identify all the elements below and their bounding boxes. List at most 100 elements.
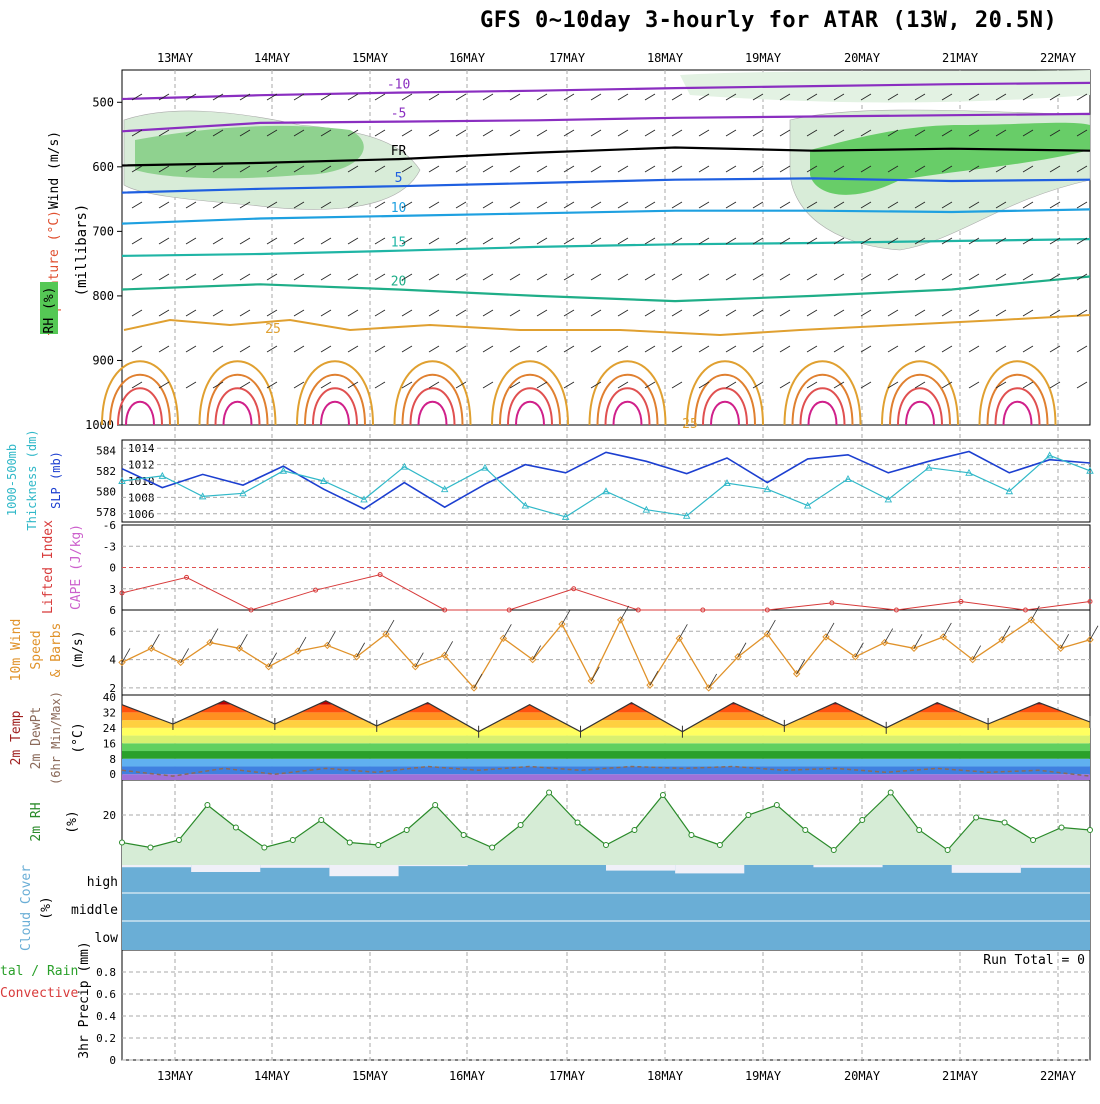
wind-barb [644,93,656,101]
rh-region [680,70,1090,103]
wind-barb [266,201,278,209]
rh-marker [204,802,211,808]
rh-marker [489,844,496,851]
wind-speed-marker [411,662,420,671]
wind-barb [374,237,386,245]
wind-speed-marker [352,653,361,661]
wind-barb [320,165,332,173]
wind-barb [401,201,413,209]
wind-barb [293,129,305,137]
wind-barb [590,237,602,245]
wind-barb [482,165,494,173]
wind-speed-marker [822,633,830,641]
cloud-label-low: low [95,931,119,946]
thickness-marker [763,485,772,493]
li-tick-label: 0 [109,562,116,575]
wind-barb [131,381,143,389]
wind-barb [941,201,953,209]
wind-speed-marker [147,644,156,652]
warm-contour [296,360,374,426]
wind-barb [347,237,359,245]
wind-barb [644,201,656,209]
wind-barb [779,93,791,101]
date-label-top: 17MAY [549,51,586,65]
wind-barb [887,345,899,353]
label-cloud-cover: Cloud Cover [19,865,34,951]
run-total-label: Run Total = 0 [983,953,1085,968]
wind-speed-marker [704,684,713,692]
wind-barb [428,129,440,137]
wind-barb [941,345,953,353]
wind-barb-10m [1060,634,1070,649]
temp-tick-label: 0 [109,768,116,781]
wind-speed-marker [264,662,273,671]
wind-barb [320,93,332,101]
thickness-marker [1045,451,1054,459]
thickness-marker [723,479,731,486]
wind-barb [914,345,926,353]
wind-barb [347,273,359,281]
wind-barb-10m [942,622,952,638]
wind-barb [185,93,197,101]
wind-barb [968,201,980,209]
li-tick-label: -3 [103,540,116,553]
label-millibars: (millibars) [74,204,90,297]
wind-barb [671,165,683,173]
wind-barb [644,381,656,389]
date-label-bottom: 20MAY [844,1069,881,1083]
temp-contour-FR [121,146,1091,167]
wind-barb [185,165,197,173]
thickness-marker [602,487,610,495]
wind-barb [347,201,359,209]
warm-contour [881,360,959,426]
thickness-tick-label: 580 [96,485,116,498]
warm-contour [1002,400,1033,426]
wind-speed-marker [1056,644,1065,652]
wind-barb [131,129,143,137]
wind-speed-marker [558,620,566,628]
wind-barb [1022,381,1034,389]
lifted-index-marker [1022,607,1028,613]
wind-barb [1076,93,1088,101]
wind-barb [644,237,656,245]
wind-barb [212,345,224,353]
wind-barb-10m [238,634,248,649]
wind-barb [212,93,224,101]
wind-barb [563,309,575,317]
thickness-marker [884,495,893,503]
warm-contour [791,373,854,426]
wind-barb [563,129,575,137]
wind-barb [887,237,899,245]
wind-barb [698,381,710,389]
wind-barb [320,309,332,317]
wind-barb [1022,165,1034,173]
wind-barb [428,237,440,245]
wind-barb [995,129,1007,137]
warm-contour [596,373,659,426]
wind-barb [833,309,845,317]
wind-barb [1022,93,1034,101]
rh-marker [603,842,609,848]
wind-barb [995,381,1007,389]
date-label-top: 20MAY [844,51,881,65]
wind-tick-label: 4 [109,654,116,667]
rh-region [810,122,1090,195]
warm-contour [409,387,456,426]
temp-band [122,720,1090,728]
rh-marker [1087,827,1093,833]
wind-barb [968,165,980,173]
label-precip-total: tal / Rain [0,964,78,979]
wind-barb [644,165,656,173]
wind-barb [131,165,143,173]
wind-speed-marker [1027,616,1036,624]
wind-barb [833,201,845,209]
wind-barb [212,165,224,173]
thickness-marker [1086,466,1094,474]
warm-contour [222,400,253,426]
date-label-bottom: 17MAY [549,1069,586,1083]
warm-contour [499,373,561,426]
panel-wind10m-frame [121,609,1091,696]
temp-tick-label: 16 [103,737,116,750]
wind-barb-10m [1089,625,1099,640]
wind-barb [158,165,170,173]
